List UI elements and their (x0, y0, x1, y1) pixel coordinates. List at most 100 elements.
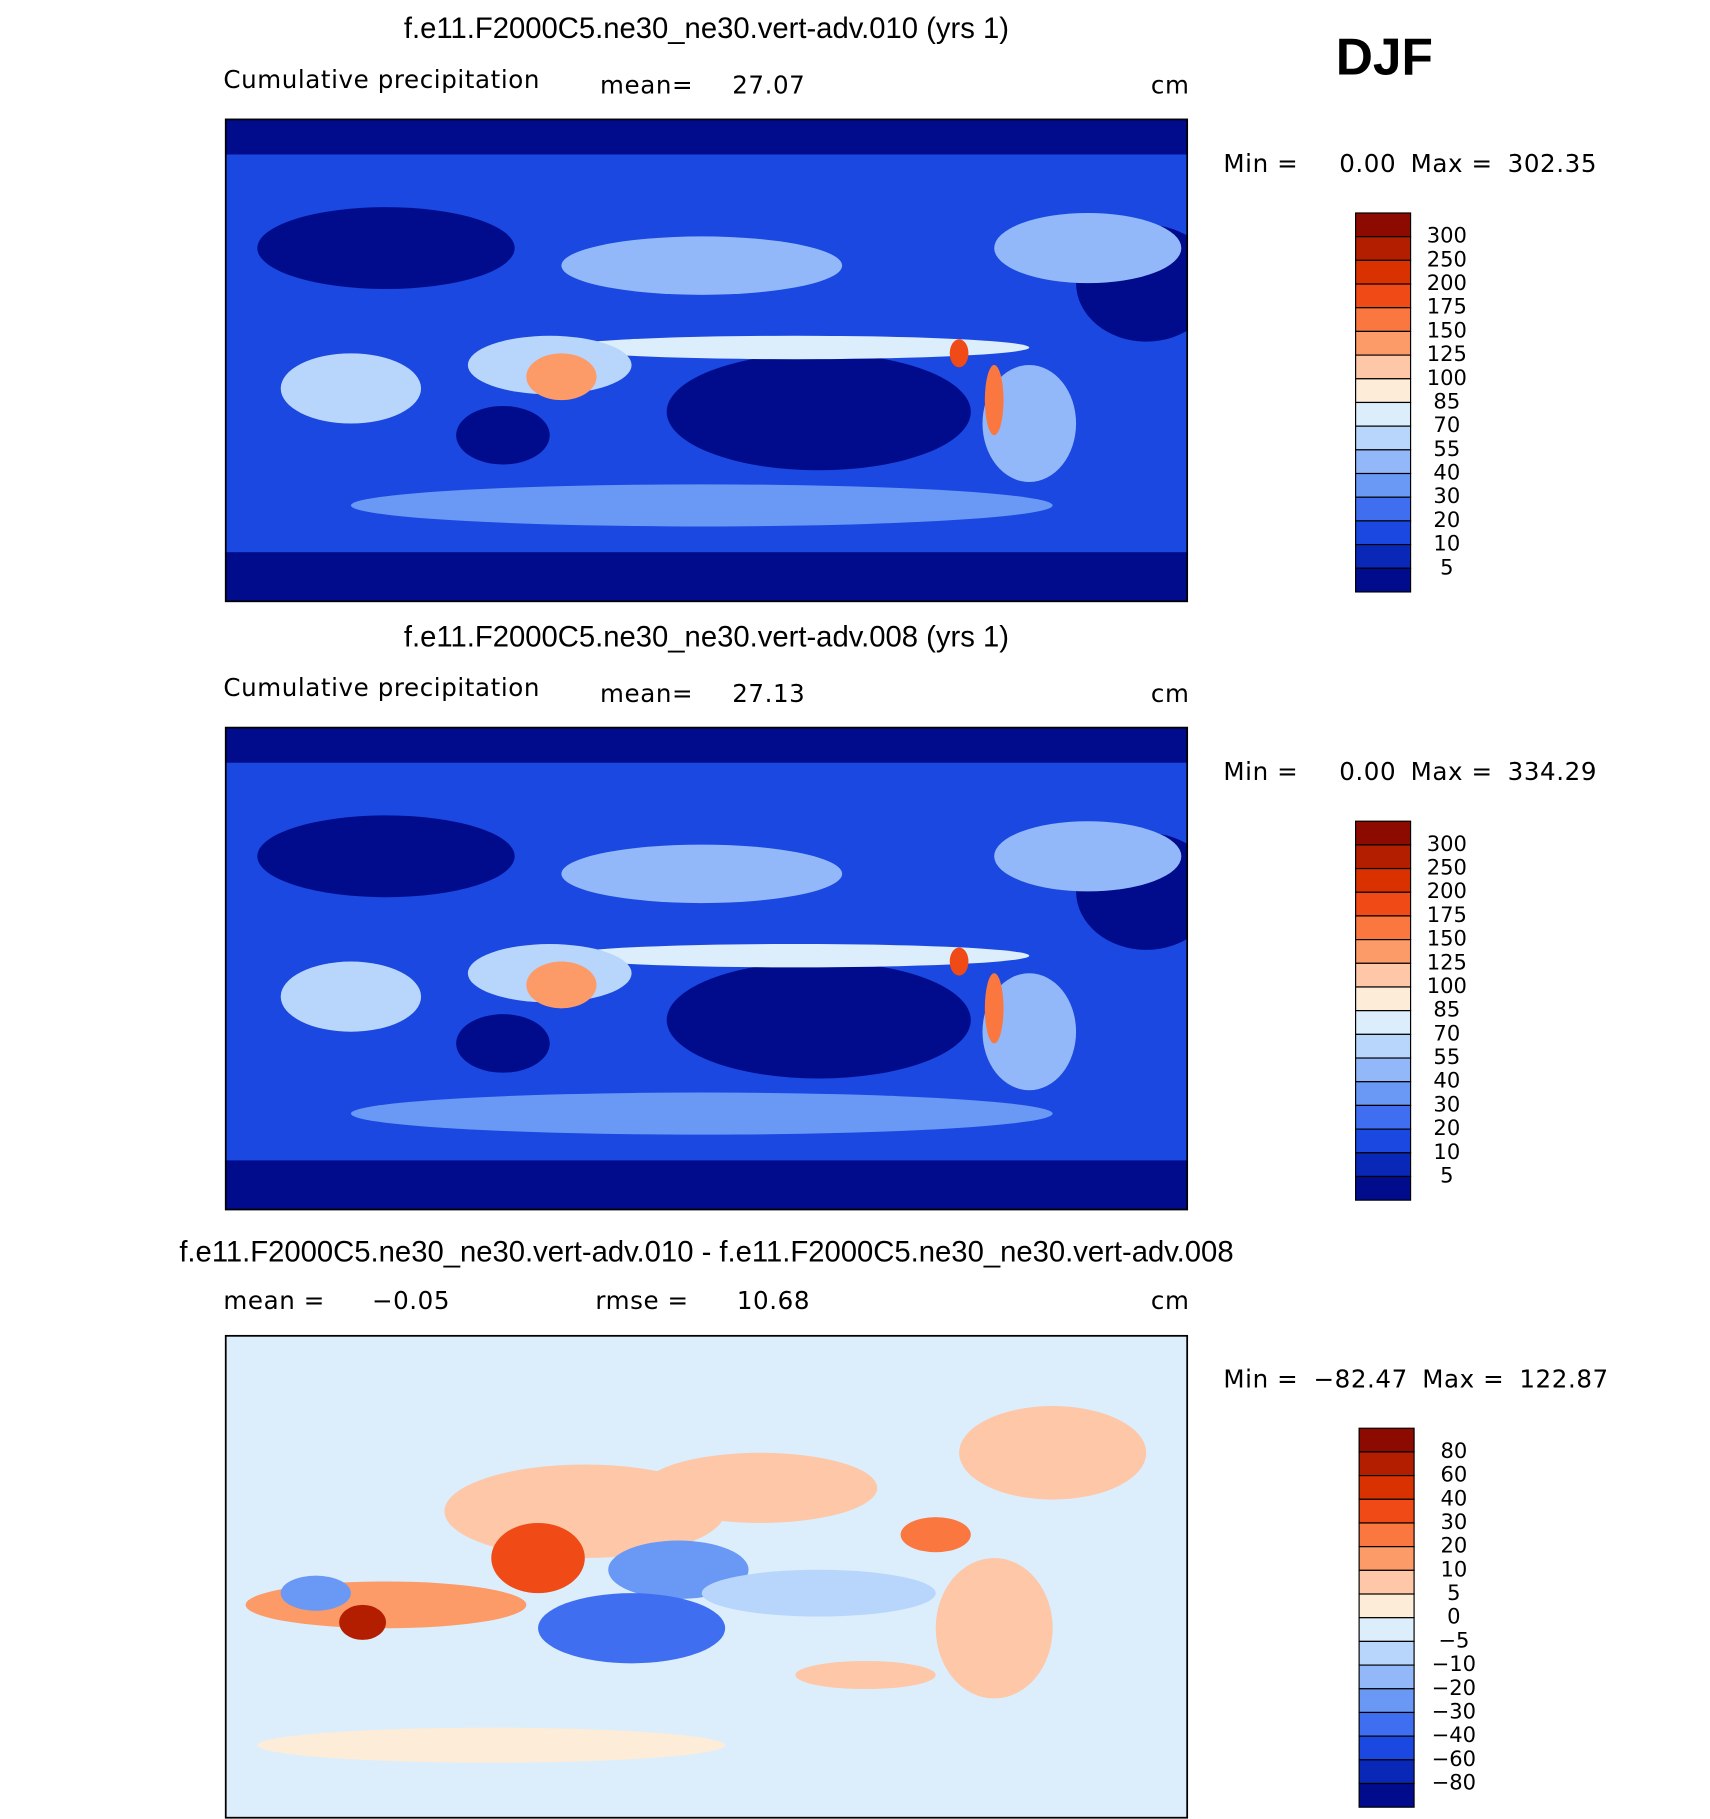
colorbar-label: 125 (1427, 341, 1467, 366)
colorbar-box (1358, 1688, 1415, 1714)
field-patch (456, 405, 550, 465)
colorbar-box (1355, 472, 1412, 498)
colorbar-box (1355, 962, 1412, 988)
stat-value: −0.05 (372, 1286, 450, 1315)
colorbar-box (1355, 520, 1412, 546)
colorbar-box (1355, 1152, 1412, 1178)
colorbar-label: 85 (1433, 997, 1460, 1022)
map-frame (224, 1334, 1189, 1819)
colorbar-label: 5 (1440, 1162, 1453, 1187)
field-patch (994, 821, 1182, 892)
min-value: 0.00 (1339, 149, 1396, 178)
stat-value: 27.07 (732, 71, 805, 100)
colorbar-box (1358, 1711, 1415, 1737)
field-patch (561, 944, 1030, 968)
units: cm (1151, 679, 1190, 708)
colorbar-box (1355, 867, 1412, 893)
colorbar-box (1358, 1593, 1415, 1619)
colorbar-label: 55 (1433, 436, 1460, 461)
colorbar-label: 10 (1433, 1139, 1460, 1164)
map-frame (224, 118, 1189, 603)
colorbar-label: 300 (1427, 831, 1467, 856)
field-patch (935, 1558, 1053, 1699)
units: cm (1151, 71, 1190, 100)
max-value: 302.35 (1508, 149, 1597, 178)
stat-value: 10.68 (737, 1286, 810, 1315)
stat-label: rmse = (595, 1286, 688, 1315)
colorbar-label: 30 (1440, 1509, 1467, 1534)
field-patch (982, 973, 1077, 1091)
colorbar-box (1355, 1057, 1412, 1083)
season-label: DJF (1336, 28, 1433, 86)
colorbar-label: 5 (1447, 1580, 1460, 1605)
colorbar-box (1355, 844, 1412, 870)
colorbar-box (1358, 1569, 1415, 1595)
panel-subtitle: Cumulative precipitation (223, 65, 540, 94)
colorbar-label: 200 (1427, 878, 1467, 903)
colorbar-box (1358, 1759, 1415, 1785)
field-patch (225, 119, 1188, 155)
field-patch (526, 961, 597, 1009)
colorbar-box (1355, 425, 1412, 451)
map-frame (224, 726, 1189, 1211)
colorbar-label: 20 (1433, 1115, 1460, 1140)
panel-subtitle: Cumulative precipitation (223, 673, 540, 702)
colorbar-label: 150 (1427, 317, 1467, 342)
colorbar-label: 70 (1433, 412, 1460, 437)
colorbar-label: 100 (1427, 973, 1467, 998)
colorbar-box (1355, 1128, 1412, 1154)
colorbar-label: 10 (1433, 531, 1460, 556)
colorbar-label: 175 (1427, 902, 1467, 927)
colorbar-box (1355, 283, 1412, 309)
map-field (225, 727, 1188, 1210)
colorbar-label: −30 (1432, 1698, 1476, 1723)
colorbar-box (1358, 1735, 1415, 1761)
field-patch (561, 844, 843, 904)
stat-label: mean = (223, 1286, 325, 1315)
colorbar-label: 60 (1440, 1462, 1467, 1487)
colorbar-label: 55 (1433, 1044, 1460, 1069)
colorbar-box (1355, 939, 1412, 964)
colorbar-label: 300 (1427, 223, 1467, 248)
min-value: −82.47 (1313, 1364, 1407, 1393)
colorbar-label: −80 (1432, 1770, 1476, 1795)
colorbar-label: 125 (1427, 949, 1467, 974)
min-label: Min = (1223, 149, 1298, 178)
colorbar-box (1358, 1664, 1415, 1690)
colorbar-box (1355, 1175, 1412, 1201)
colorbar-box (1358, 1498, 1415, 1524)
field-patch (339, 1604, 386, 1640)
field-patch (526, 353, 597, 401)
min-label: Min = (1223, 757, 1298, 786)
field-patch (280, 1575, 351, 1611)
field-patch (900, 1517, 971, 1553)
field-patch (561, 335, 1030, 360)
colorbar-label: 100 (1427, 365, 1467, 390)
panel-title: f.e11.F2000C5.ne30_ne30.vert-adv.010 - f… (179, 1237, 1233, 1269)
colorbar-box (1355, 891, 1412, 917)
colorbar-label: −20 (1432, 1675, 1476, 1700)
field-patch (491, 1522, 585, 1594)
field-patch (984, 365, 1004, 436)
panel-title: f.e11.F2000C5.ne30_ne30.vert-adv.010 (yr… (404, 13, 1009, 45)
units: cm (1151, 1286, 1190, 1315)
colorbar-label: 70 (1433, 1020, 1460, 1045)
colorbar-box (1358, 1782, 1415, 1808)
colorbar-label: 40 (1433, 460, 1460, 485)
colorbar-label: 30 (1433, 1091, 1460, 1116)
field-patch (994, 212, 1182, 284)
field-patch (350, 1092, 1053, 1135)
colorbar-box (1358, 1617, 1415, 1642)
colorbar-label: 5 (1440, 554, 1453, 579)
colorbar-label: 175 (1427, 294, 1467, 319)
min-label: Min = (1223, 1364, 1298, 1393)
field-patch (982, 365, 1077, 482)
map-field (225, 1335, 1188, 1818)
colorbar-box (1355, 307, 1412, 332)
field-patch (959, 1406, 1147, 1500)
field-patch (666, 353, 971, 471)
colorbar-box (1358, 1475, 1415, 1500)
field-patch (280, 353, 422, 424)
stat-label: mean= (600, 679, 693, 708)
